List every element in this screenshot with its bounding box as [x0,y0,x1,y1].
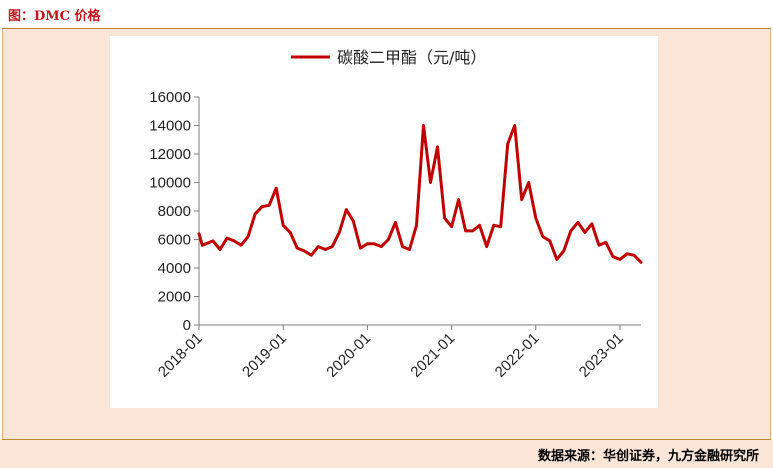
y-axis: 0 2000 4000 6000 8000 10000 12000 14000 16000 [149,89,200,334]
y-tick-label: 10000 [149,175,191,192]
y-tick-label: 8000 [158,203,191,220]
x-axis: 2018-01 2019-01 2020-01 2021-01 2022-01 2023-… [155,324,641,381]
series-group [197,124,643,264]
y-tick-label: 12000 [149,146,191,163]
series-line-dmc [197,124,643,264]
header-divider [2,28,771,29]
y-tick-label: 6000 [158,232,191,249]
y-tick-label: 2000 [158,289,191,306]
x-tick-label: 2022-01 [492,330,543,381]
y-tick-label: 4000 [158,260,191,277]
figure-header: 图：DMC 价格 [0,0,773,26]
footer-divider [2,439,771,440]
x-tick-label: 2023-01 [576,330,627,381]
y-tick-label: 14000 [149,118,191,135]
source-note: 数据来源：华创证券，九方金融研究所 [537,449,759,464]
x-tick-label: 2021-01 [407,330,458,381]
y-tick-label: 16000 [149,89,191,106]
figure-title: 图：DMC 价格 [8,9,101,24]
legend-label: 碳酸二甲酯（元/吨） [337,48,486,67]
x-tick-label: 2020-01 [323,330,374,381]
x-tick-label: 2018-01 [155,330,206,381]
dmc-price-chart: 碳酸二甲酯（元/吨） 0 2000 4000 6000 8000 10000 12000 14… [149,48,643,381]
legend: 碳酸二甲酯（元/吨） [291,48,486,67]
y-tick-label: 0 [183,317,191,334]
x-tick-label: 2019-01 [239,330,290,381]
chart-panel [110,36,658,408]
figure-footer: 数据来源：华创证券，九方金融研究所 [0,440,773,468]
